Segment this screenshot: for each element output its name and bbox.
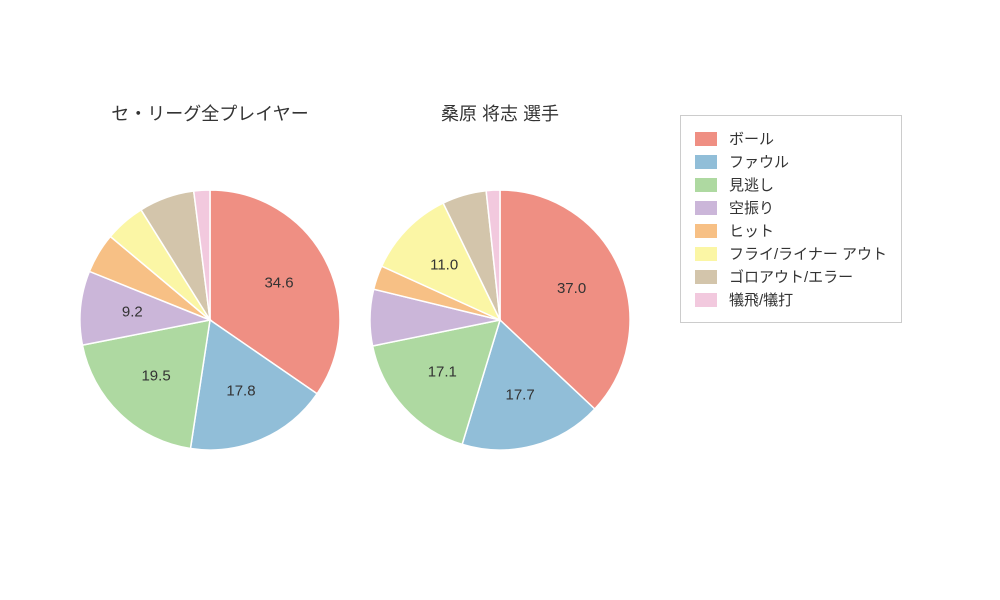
- chart-container: セ・リーグ全プレイヤー 桑原 将志 選手 34.6 17.8 19.5 9.2 37.…: [0, 0, 1000, 600]
- pie-label-ball: 34.6: [264, 275, 293, 292]
- legend-swatch-hit: [695, 224, 717, 238]
- pie-chart-player: 37.0 17.7 17.1 11.0: [350, 170, 650, 470]
- legend-swatch-ground_out: [695, 270, 717, 284]
- pie-label-swinging: 9.2: [122, 304, 143, 321]
- pie-label-foul: 17.8: [226, 383, 255, 400]
- legend-item-sac: 犠飛/犠打: [695, 289, 887, 310]
- pie-label-looking: 19.5: [141, 367, 170, 384]
- legend-item-fly_out: フライ/ライナー アウト: [695, 243, 887, 264]
- legend-item-ball: ボール: [695, 128, 887, 149]
- legend-item-foul: ファウル: [695, 151, 887, 172]
- legend-label-fly_out: フライ/ライナー アウト: [729, 243, 887, 264]
- legend-item-looking: 見逃し: [695, 174, 887, 195]
- legend-label-looking: 見逃し: [729, 174, 774, 195]
- legend-item-swinging: 空振り: [695, 197, 887, 218]
- pie-label-ball: 37.0: [557, 280, 586, 297]
- legend-swatch-ball: [695, 132, 717, 146]
- pie-label-foul: 17.7: [506, 386, 535, 403]
- legend-swatch-sac: [695, 293, 717, 307]
- legend: ボールファウル見逃し空振りヒットフライ/ライナー アウトゴロアウト/エラー犠飛/…: [680, 115, 902, 323]
- legend-label-foul: ファウル: [729, 151, 789, 172]
- legend-label-swinging: 空振り: [729, 197, 774, 218]
- legend-label-hit: ヒット: [729, 220, 774, 241]
- legend-swatch-foul: [695, 155, 717, 169]
- pie-label-fly_out: 11.0: [430, 257, 458, 274]
- legend-label-ball: ボール: [729, 128, 774, 149]
- legend-swatch-fly_out: [695, 247, 717, 261]
- legend-label-sac: 犠飛/犠打: [729, 289, 793, 310]
- legend-item-hit: ヒット: [695, 220, 887, 241]
- chart-title-league: セ・リーグ全プレイヤー: [80, 100, 340, 126]
- legend-swatch-looking: [695, 178, 717, 192]
- legend-label-ground_out: ゴロアウト/エラー: [729, 266, 853, 287]
- pie-chart-league: 34.6 17.8 19.5 9.2: [60, 170, 360, 470]
- pie-label-looking: 17.1: [428, 363, 457, 380]
- legend-item-ground_out: ゴロアウト/エラー: [695, 266, 887, 287]
- chart-title-player: 桑原 将志 選手: [370, 100, 630, 126]
- legend-swatch-swinging: [695, 201, 717, 215]
